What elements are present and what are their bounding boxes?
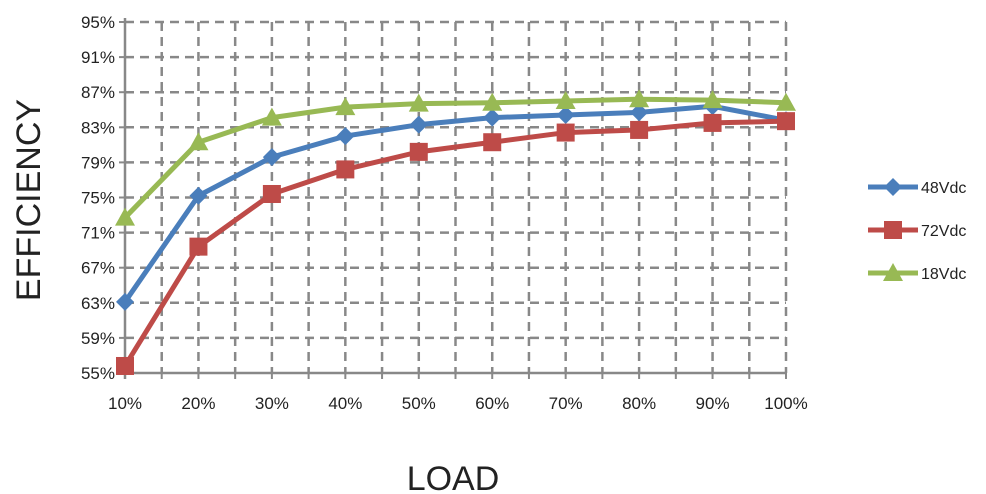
data-point <box>409 115 428 134</box>
y-tick-label: 75% <box>81 189 115 208</box>
x-tick-label: 30% <box>255 394 289 413</box>
data-point <box>408 93 429 112</box>
data-point <box>116 356 134 375</box>
data-point <box>777 112 795 131</box>
data-point <box>261 107 282 126</box>
y-axis-label: EFFICIENCY <box>10 99 48 301</box>
y-tick-label: 91% <box>81 48 115 67</box>
legend-item: 72Vdc <box>868 221 966 240</box>
series-18Vdc <box>115 89 796 226</box>
series-72Vdc <box>116 112 795 375</box>
data-point <box>629 89 650 108</box>
legend-label: 72Vdc <box>921 223 966 240</box>
x-axis-label: LOAD <box>407 460 500 494</box>
data-point <box>262 184 281 203</box>
y-tick-label: 83% <box>81 118 115 137</box>
data-point <box>336 160 355 179</box>
x-tick-label: 80% <box>622 394 656 413</box>
series-lines <box>115 89 796 375</box>
data-point <box>556 106 575 125</box>
legend-item: 18Vdc <box>868 263 966 283</box>
data-point <box>776 92 796 111</box>
data-point <box>188 132 209 151</box>
data-point <box>189 186 208 205</box>
data-point <box>335 97 356 116</box>
series-line <box>122 118 787 368</box>
legend-marker <box>884 221 902 239</box>
data-point <box>630 103 649 122</box>
data-point <box>189 237 208 256</box>
grid <box>119 18 788 379</box>
data-point <box>116 292 134 311</box>
data-point <box>482 92 503 111</box>
data-point <box>702 90 723 109</box>
y-tick-label: 67% <box>81 259 115 278</box>
data-point <box>703 113 722 132</box>
data-point <box>556 123 575 142</box>
x-tick-label: 100% <box>764 394 807 413</box>
x-tick-label: 70% <box>549 394 583 413</box>
data-point <box>115 207 135 226</box>
x-tick-label: 60% <box>475 394 509 413</box>
data-point <box>555 90 576 109</box>
x-tick-labels: 10% 20% 30% 40% 50% 60% 70% 80% 90% 100% <box>108 394 808 413</box>
series-line <box>122 103 787 304</box>
legend: 48Vdc 72Vdc 18Vdc <box>868 178 966 283</box>
y-tick-label: 55% <box>81 364 115 383</box>
data-point <box>483 108 502 127</box>
x-tick-label: 90% <box>696 394 730 413</box>
data-point <box>630 120 649 139</box>
y-tick-label: 71% <box>81 224 115 243</box>
legend-label: 18Vdc <box>921 266 966 283</box>
data-point <box>483 133 502 152</box>
x-tick-label: 10% <box>108 394 142 413</box>
x-tick-label: 40% <box>328 394 362 413</box>
y-tick-label: 59% <box>81 329 115 348</box>
data-point <box>409 142 428 161</box>
y-tick-label: 79% <box>81 153 115 172</box>
data-point <box>336 127 355 146</box>
y-tick-labels: 55% 59% 63% 67% 71% 75% 79% 83% 87% 91% 95% <box>81 13 115 383</box>
x-tick-label: 20% <box>181 394 215 413</box>
y-tick-label: 87% <box>81 83 115 102</box>
x-tick-label: 50% <box>402 394 436 413</box>
series-line <box>123 96 787 220</box>
data-point <box>262 148 281 167</box>
y-tick-label: 95% <box>81 13 115 32</box>
legend-marker <box>883 263 903 281</box>
legend-item: 48Vdc <box>868 178 966 197</box>
y-tick-label: 63% <box>81 294 115 313</box>
legend-marker <box>884 178 902 196</box>
legend-label: 48Vdc <box>921 180 966 197</box>
